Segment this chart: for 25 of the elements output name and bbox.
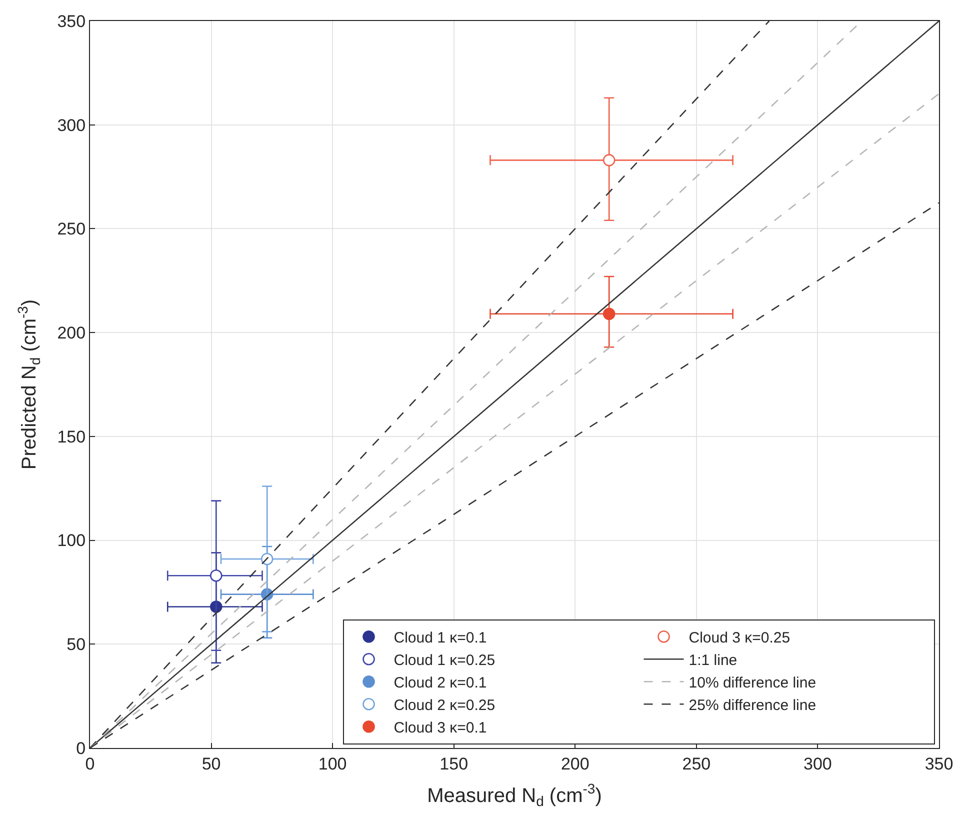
legend-label: 1:1 line — [688, 652, 738, 669]
legend-label: 10% difference line — [688, 674, 816, 692]
x-tick-label: 350 — [924, 754, 954, 774]
y-tick-label: 0 — [76, 738, 86, 758]
y-tick-label: 300 — [57, 116, 86, 135]
y-tick-label: 100 — [57, 531, 86, 550]
x-tick-label: 250 — [682, 754, 711, 774]
legend-label: Cloud 2 κ=0.25 — [394, 696, 496, 714]
legend-label: Cloud 1 κ=0.25 — [394, 652, 496, 669]
y-tick-label: 250 — [57, 220, 86, 239]
x-tick-label: 100 — [318, 754, 347, 774]
x-tick-label: 300 — [804, 754, 832, 774]
x-axis-title: Measured N$_{d}$ (cm$^{-3}$) — [427, 780, 602, 810]
x-tick-label: 150 — [440, 754, 468, 774]
legend-label: Cloud 1 κ=0.1 — [394, 629, 487, 646]
legend-label: 25% difference line — [688, 696, 816, 714]
legend-label: Cloud 3 κ=0.25 — [688, 629, 790, 646]
x-tick-label: 200 — [560, 754, 590, 774]
y-tick-label: 200 — [57, 324, 86, 343]
x-tick-label: 50 — [202, 754, 221, 774]
legend-label: Cloud 3 κ=0.1 — [394, 719, 487, 736]
y-tick-label: 350 — [57, 12, 86, 31]
y-tick-label: 50 — [66, 635, 86, 654]
y-tick-label: 150 — [57, 427, 86, 446]
legend-label: Cloud 2 κ=0.1 — [394, 674, 487, 692]
